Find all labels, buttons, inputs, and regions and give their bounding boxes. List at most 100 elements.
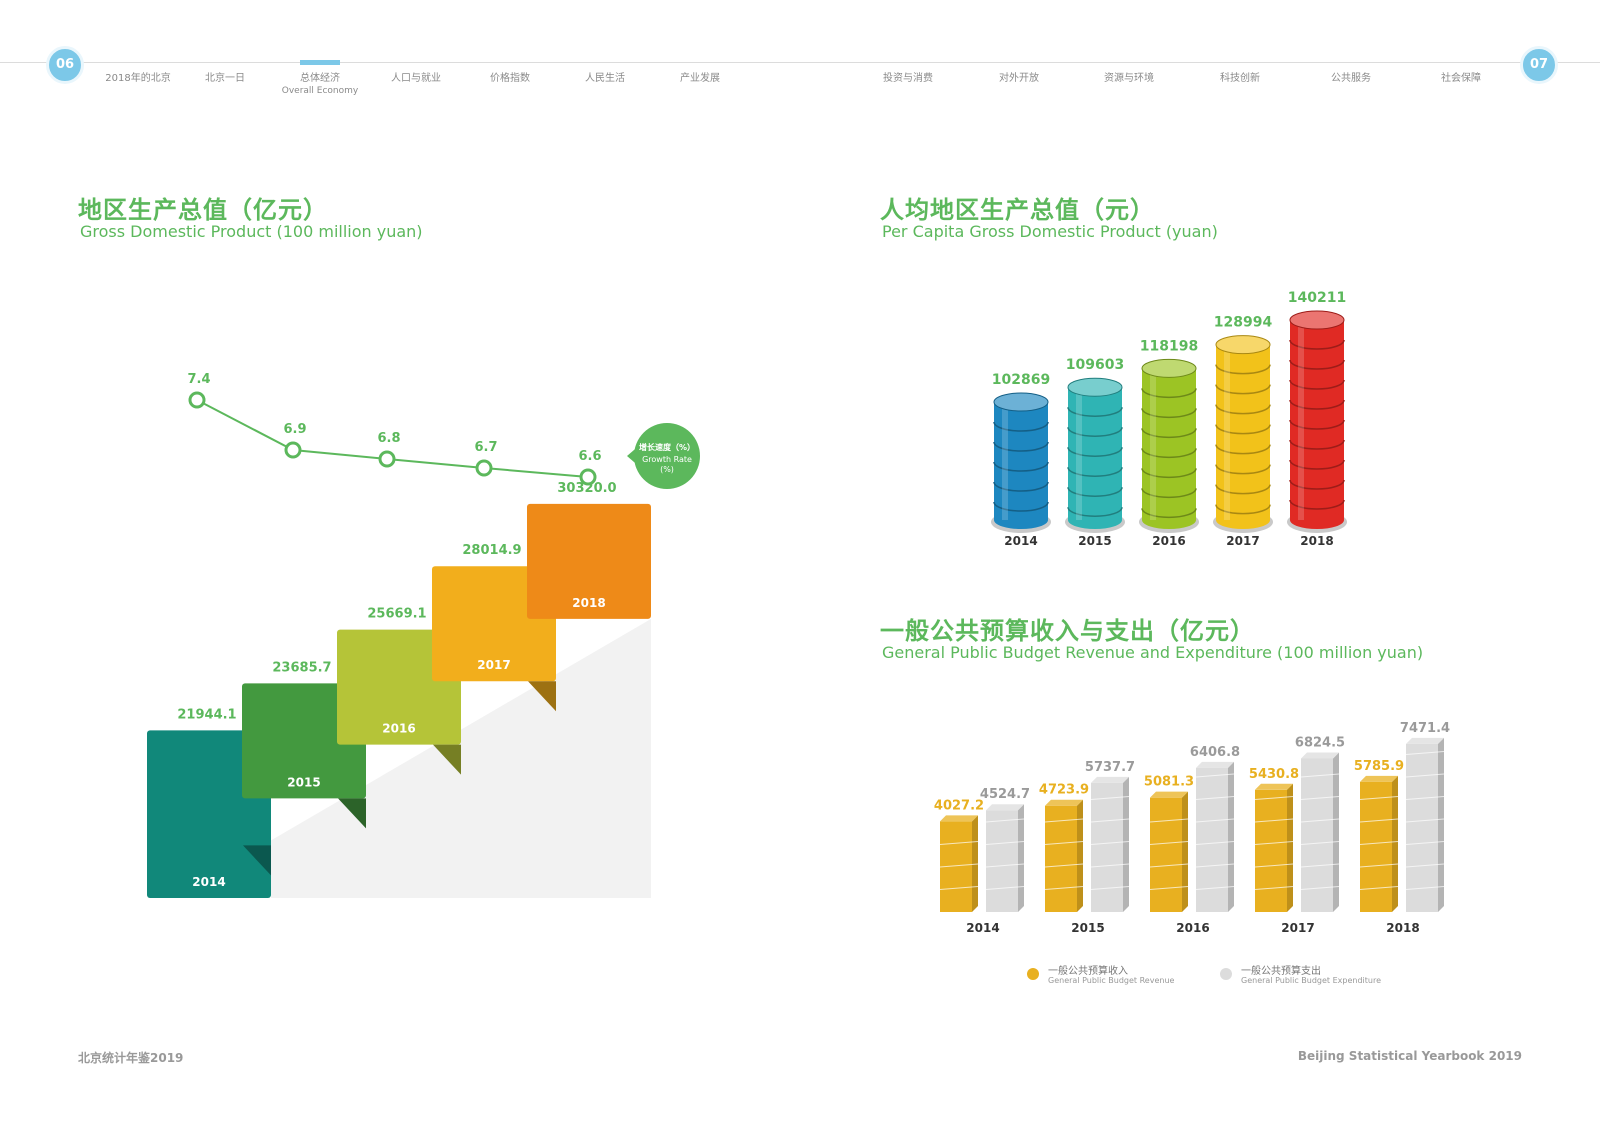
gdp-bar-2016	[337, 629, 461, 745]
gdp-value-label-2015: 23685.7	[272, 660, 331, 675]
budget-expenditure-bar-2018-top	[1406, 737, 1444, 744]
budget-expenditure-bar-2015	[1091, 782, 1123, 912]
growth-badge-cn: 增长速度（%）	[639, 442, 695, 452]
per-capita-subtitle: Per Capita Gross Domestic Product (yuan)	[882, 222, 1218, 241]
budget-expenditure-bar-2017-value: 6824.5	[1295, 735, 1345, 750]
per-capita-bar-2014	[994, 402, 1048, 520]
budget-expenditure-bar-2014-top	[986, 804, 1024, 811]
budget-expenditure-bar-2018-seam	[1405, 863, 1445, 868]
gdp-value-label-2014: 21944.1	[177, 707, 236, 722]
per-capita-ring-2014	[993, 461, 1049, 472]
per-capita-ring-2016	[1141, 468, 1197, 479]
header-divider	[0, 62, 1600, 63]
nav-item-innovation[interactable]: 科技创新	[1220, 73, 1260, 84]
per-capita-ring-2016	[1141, 488, 1197, 499]
per-capita-ring-2018	[1289, 419, 1345, 430]
budget-revenue-bar-2017-seam	[1254, 796, 1294, 800]
per-capita-ring-2016	[1141, 448, 1197, 459]
budget-expenditure-bar-2018-seam	[1405, 841, 1445, 845]
budget-revenue-bar-2014-side	[972, 815, 978, 912]
budget-revenue-bar-2017-top	[1255, 783, 1293, 790]
nav-item-2018-beijing[interactable]: 2018年的北京	[105, 73, 171, 84]
budget-revenue-bar-2014-seam	[939, 863, 979, 868]
budget-expenditure-bar-2015-top	[1091, 776, 1129, 783]
budget-revenue-bar-2014-seam	[939, 886, 979, 890]
per-capita-value-2015: 109603	[1066, 357, 1124, 373]
per-capita-ring-2017	[1215, 444, 1271, 455]
budget-revenue-bar-2014-top	[940, 815, 978, 822]
growth-point-2018	[579, 468, 597, 486]
budget-expenditure-bar-2018-value: 7471.4	[1400, 721, 1450, 736]
gdp-year-label-2015: 2015	[287, 775, 320, 789]
gdp-year-label-2016: 2016	[382, 722, 415, 736]
per-capita-ring-2017	[1215, 484, 1271, 495]
budget-revenue-bar-2018-seam	[1359, 796, 1399, 800]
nav-item-resources[interactable]: 资源与环境	[1104, 73, 1154, 84]
per-capita-ring-2016	[1141, 508, 1197, 519]
per-capita-ring-2014	[993, 441, 1049, 452]
budget-expenditure-bar-2018-side	[1438, 737, 1444, 912]
right-page-number: 07	[1520, 46, 1558, 84]
budget-expenditure-bar-2016-value: 6406.8	[1190, 745, 1240, 760]
left-page-number: 06	[46, 46, 84, 84]
nav-item-public-service[interactable]: 公共服务	[1331, 73, 1371, 84]
budget-year-2016: 2016	[1176, 921, 1209, 935]
per-capita-ring-2018	[1289, 399, 1345, 410]
budget-expenditure-bar-2014-seam	[985, 886, 1025, 890]
budget-expenditure-bar-2014-seam	[985, 863, 1025, 868]
per-capita-year-2018: 2018	[1300, 534, 1333, 548]
growth-value-label-2017: 6.7	[474, 440, 497, 455]
growth-badge-unit: (%)	[660, 465, 674, 474]
per-capita-title: 人均地区生产总值（元）	[880, 196, 1155, 224]
budget-expenditure-bar-2018-seam	[1405, 796, 1445, 800]
nav-item-opening[interactable]: 对外开放	[999, 73, 1039, 84]
budget-expenditure-bar-2016-seam	[1195, 886, 1235, 890]
budget-revenue-bar-2015-seam	[1044, 886, 1084, 890]
per-capita-value-2018: 140211	[1288, 290, 1346, 306]
budget-revenue-bar-2015-seam	[1044, 863, 1084, 868]
budget-expenditure-bar-2017-seam	[1300, 886, 1340, 890]
nav-item-beijing-one-day[interactable]: 北京一日	[205, 73, 245, 84]
per-capita-year-2016: 2016	[1152, 534, 1185, 548]
per-capita-bottom-2017	[1216, 511, 1270, 529]
per-capita-top-2016	[1141, 358, 1197, 378]
per-capita-ring-2018	[1289, 339, 1345, 350]
budget-subtitle: General Public Budget Revenue and Expend…	[882, 643, 1424, 662]
budget-revenue-bar-2017-seam	[1254, 886, 1294, 890]
per-capita-ring-2016	[1141, 428, 1197, 439]
growth-badge-en: Growth Rate	[642, 455, 692, 464]
budget-revenue-bar-2017-seam	[1254, 818, 1294, 823]
per-capita-bottom-2018	[1290, 511, 1344, 529]
legend-expenditure-swatch	[1220, 968, 1232, 980]
budget-revenue-bar-2017-value: 5430.8	[1249, 767, 1299, 782]
nav-item-investment[interactable]: 投资与消费	[883, 73, 933, 84]
budget-expenditure-bar-2014-seam	[985, 818, 1025, 823]
nav-item-price-index[interactable]: 价格指数	[490, 73, 530, 84]
nav-item-industry[interactable]: 产业发展	[680, 73, 720, 84]
budget-expenditure-bar-2017-seam	[1300, 818, 1340, 823]
budget-expenditure-bar-2018-seam	[1405, 751, 1445, 755]
nav-item-population[interactable]: 人口与就业	[391, 73, 441, 84]
budget-revenue-bar-2016-seam	[1149, 841, 1189, 845]
budget-expenditure-bar-2016	[1196, 767, 1228, 912]
nav-item-overall-economy[interactable]: 总体经济 Overall Economy	[281, 73, 359, 96]
nav-item-social-security[interactable]: 社会保障	[1441, 73, 1481, 84]
gdp-value-label-2016: 25669.1	[367, 607, 426, 622]
nav-item-living[interactable]: 人民生活	[585, 73, 625, 84]
per-capita-ring-2015	[1067, 427, 1123, 437]
budget-expenditure-bar-2014-seam	[985, 841, 1025, 845]
budget-revenue-bar-2018-value: 5785.9	[1354, 759, 1404, 774]
budget-revenue-bar-2016-seam	[1149, 863, 1189, 868]
growth-value-label-2018: 6.6	[578, 449, 601, 464]
per-capita-chart: 102869 2014 109603 2015 118198 2016 128994 2017…	[991, 290, 1347, 548]
per-capita-ring-2017	[1215, 404, 1271, 415]
budget-expenditure-bar-2017-seam	[1300, 841, 1340, 845]
budget-revenue-bar-2018	[1360, 781, 1392, 912]
gdp-bar-2015	[242, 683, 366, 799]
budget-revenue-bar-2016-top	[1150, 791, 1188, 798]
per-capita-ring-2017	[1215, 424, 1271, 435]
budget-expenditure-bar-2017-seam	[1300, 796, 1340, 800]
growth-value-label-2016: 6.8	[377, 431, 400, 446]
gdp-bar-2017	[432, 566, 556, 682]
per-capita-ring-2016	[1141, 408, 1197, 419]
